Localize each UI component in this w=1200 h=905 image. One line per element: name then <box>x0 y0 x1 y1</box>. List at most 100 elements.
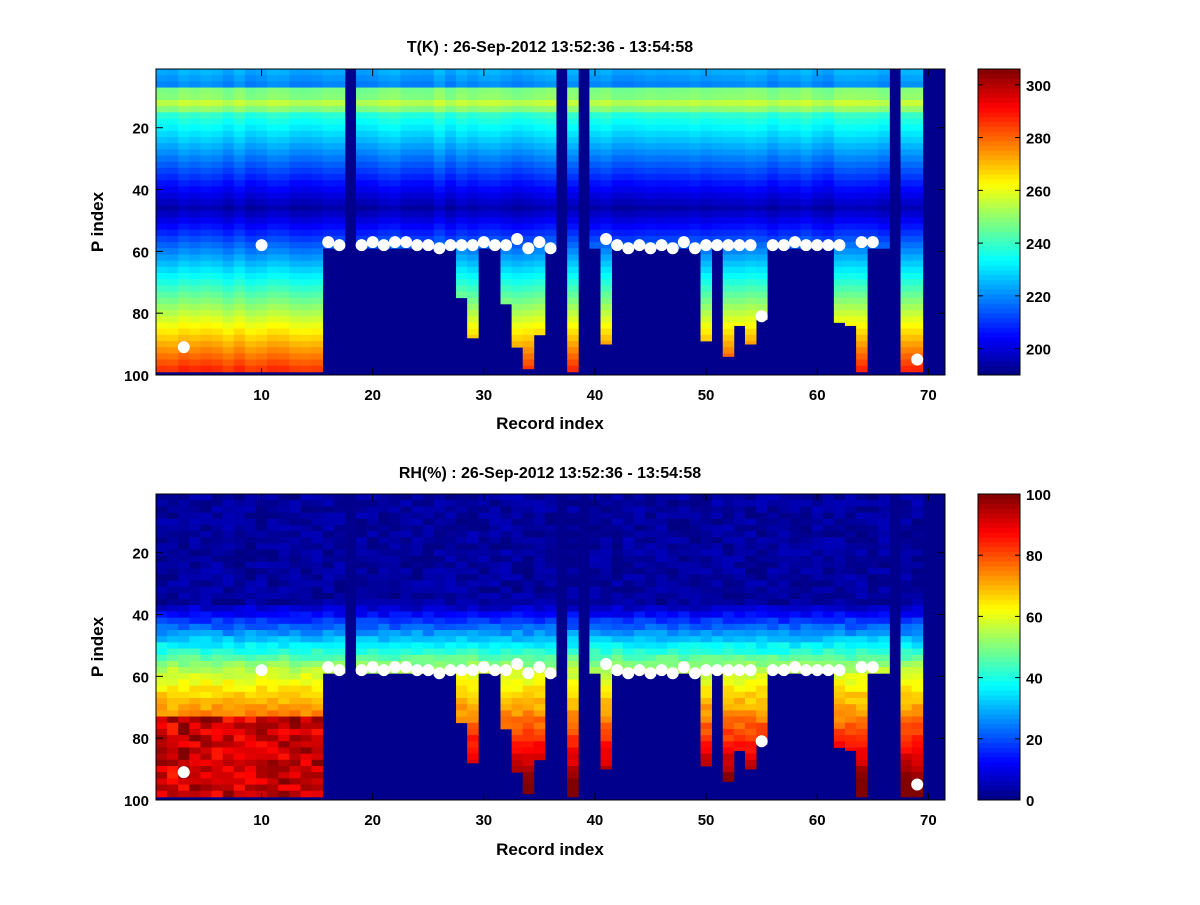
heatmap-column <box>567 69 579 372</box>
heatmap-cell <box>567 513 579 520</box>
heatmap-cell <box>567 519 579 526</box>
heatmap-cell <box>467 723 479 730</box>
heatmap-cell <box>245 785 257 792</box>
heatmap-cell <box>212 735 224 742</box>
heatmap-cell <box>489 525 501 532</box>
heatmap-cell <box>567 791 579 798</box>
heatmap-cell <box>645 137 657 144</box>
heatmap-cell <box>256 531 268 538</box>
heatmap-cell <box>312 649 324 656</box>
heatmap-cell <box>512 81 524 88</box>
heatmap-cell <box>200 525 212 532</box>
boundary-marker <box>511 233 523 245</box>
heatmap-cell <box>678 636 690 643</box>
heatmap-cell <box>567 562 579 569</box>
heatmap-cell <box>901 360 913 367</box>
heatmap-cell <box>245 574 257 581</box>
heatmap-cell <box>412 149 424 156</box>
heatmap-column <box>901 69 913 372</box>
heatmap-cell <box>234 193 246 200</box>
heatmap-cell <box>167 205 179 212</box>
heatmap-cell <box>801 205 813 212</box>
heatmap-cell <box>601 125 613 132</box>
heatmap-cell <box>245 698 257 705</box>
heatmap-cell <box>267 310 279 317</box>
heatmap-cell <box>678 568 690 575</box>
heatmap-cell <box>667 125 679 132</box>
heatmap-cell <box>467 118 479 125</box>
heatmap-cell <box>712 587 724 594</box>
heatmap-cell <box>845 94 857 101</box>
heatmap-cell <box>167 661 179 668</box>
heatmap-cell <box>756 69 768 76</box>
heatmap-cell <box>278 174 290 181</box>
heatmap-cell <box>334 224 346 231</box>
heatmap-cell <box>789 531 801 538</box>
colorbar-segment <box>978 203 1020 208</box>
heatmap-cell <box>389 605 401 612</box>
heatmap-cell <box>612 574 624 581</box>
heatmap-cell <box>845 75 857 82</box>
heatmap-cell <box>645 156 657 163</box>
heatmap-cell <box>534 679 546 686</box>
heatmap-cell <box>456 611 468 618</box>
heatmap-cell <box>834 149 846 156</box>
heatmap-cell <box>534 316 546 323</box>
heatmap-cell <box>534 543 546 550</box>
heatmap-column <box>400 69 412 249</box>
heatmap-cell <box>656 618 668 625</box>
heatmap-cell <box>601 599 613 606</box>
heatmap-cell <box>312 162 324 169</box>
heatmap-cell <box>878 112 890 119</box>
heatmap-cell <box>445 543 457 550</box>
heatmap-cell <box>323 599 335 606</box>
heatmap-cell <box>567 686 579 693</box>
heatmap-cell <box>323 519 335 526</box>
heatmap-cell <box>745 717 757 724</box>
heatmap-cell <box>445 525 457 532</box>
heatmap-cell <box>478 605 490 612</box>
heatmap-cell <box>623 519 635 526</box>
heatmap-cell <box>723 322 735 329</box>
heatmap-cell <box>634 156 646 163</box>
heatmap-cell <box>434 125 446 132</box>
heatmap-cell <box>167 698 179 705</box>
heatmap-cell <box>467 543 479 550</box>
heatmap-cell <box>712 205 724 212</box>
heatmap-cell <box>167 292 179 299</box>
colorbar-segment <box>978 69 1020 74</box>
heatmap-cell <box>512 285 524 292</box>
heatmap-cell <box>545 574 557 581</box>
heatmap-cell <box>634 174 646 181</box>
heatmap-cell <box>289 729 301 736</box>
heatmap-column <box>400 494 412 674</box>
boundary-marker <box>378 239 390 251</box>
heatmap-cell <box>467 273 479 280</box>
heatmap-cell <box>834 174 846 181</box>
heatmap-cell <box>156 766 168 773</box>
heatmap-cell <box>667 180 679 187</box>
heatmap-cell <box>212 193 224 200</box>
heatmap-cell <box>601 180 613 187</box>
heatmap-cell <box>189 156 201 163</box>
heatmap-cell <box>245 224 257 231</box>
heatmap-cell <box>623 525 635 532</box>
heatmap-cell <box>367 100 379 107</box>
heatmap-cell <box>767 636 779 643</box>
heatmap-cell <box>178 704 190 711</box>
heatmap-cell <box>223 778 235 785</box>
heatmap-cell <box>567 760 579 767</box>
heatmap-cell <box>512 636 524 643</box>
heatmap-cell <box>712 611 724 618</box>
heatmap-cell <box>756 519 768 526</box>
heatmap-cell <box>545 224 557 231</box>
heatmap-cell <box>267 791 279 798</box>
heatmap-cell <box>223 273 235 280</box>
heatmap-cell <box>789 618 801 625</box>
heatmap-cell <box>512 180 524 187</box>
heatmap-cell <box>234 624 246 631</box>
heatmap-cell <box>189 353 201 360</box>
heatmap-cell <box>189 735 201 742</box>
heatmap-cell <box>267 180 279 187</box>
heatmap-cell <box>589 168 601 175</box>
